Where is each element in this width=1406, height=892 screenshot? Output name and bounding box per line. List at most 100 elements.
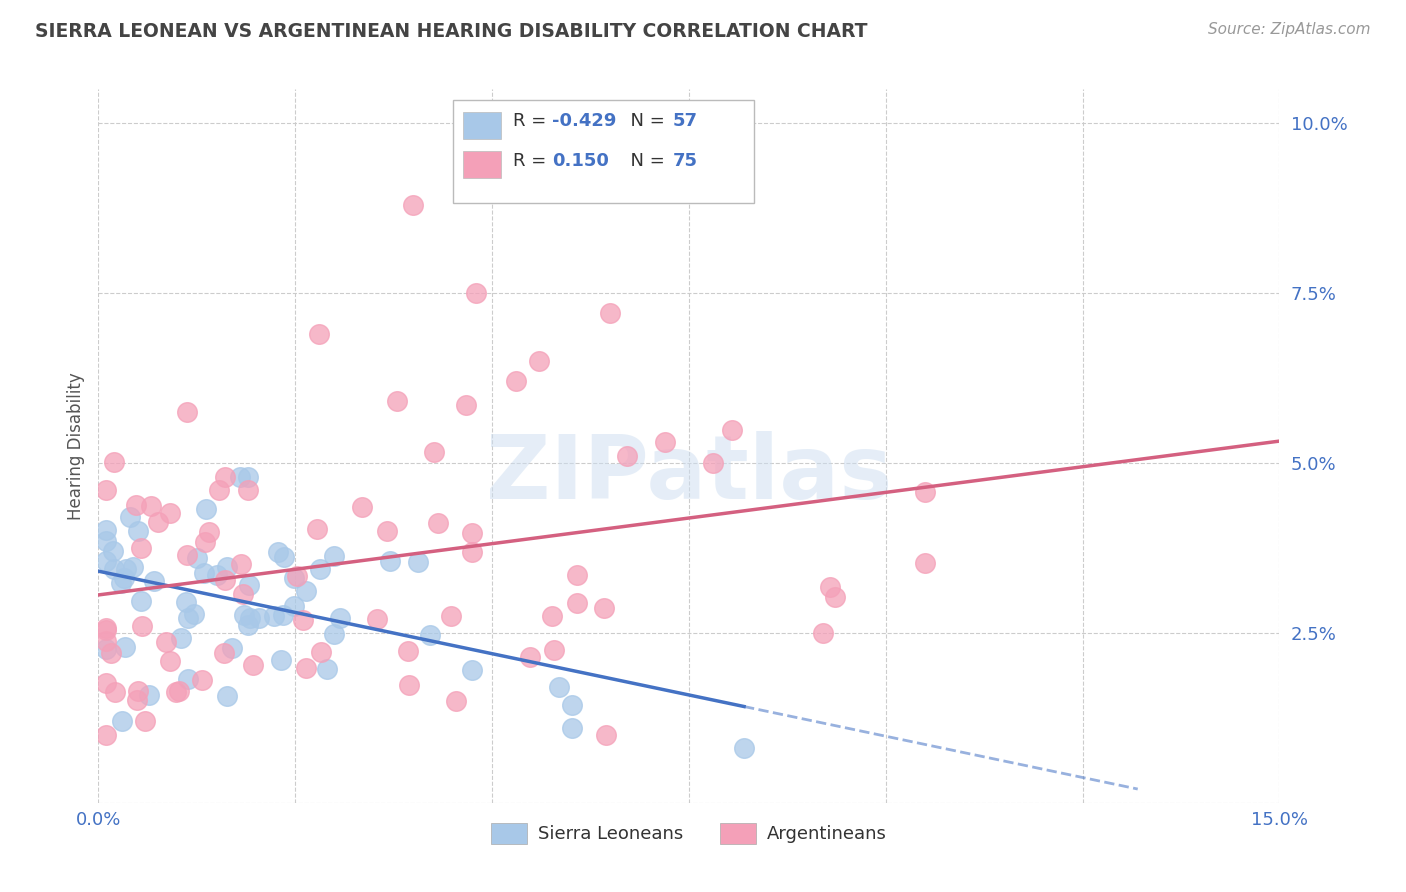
Point bbox=[96, 728, 118, 742]
Point bbox=[174, 595, 197, 609]
Point bbox=[461, 545, 484, 559]
Point bbox=[139, 499, 162, 513]
Point bbox=[461, 525, 484, 540]
Point bbox=[426, 516, 449, 530]
Point bbox=[96, 621, 118, 635]
Point bbox=[375, 524, 398, 538]
Point bbox=[96, 554, 118, 568]
Point bbox=[307, 522, 329, 536]
Point bbox=[236, 469, 259, 483]
Point bbox=[914, 485, 936, 500]
Text: N =: N = bbox=[619, 112, 671, 130]
Point bbox=[96, 523, 118, 537]
Point bbox=[131, 619, 153, 633]
Point bbox=[292, 613, 315, 627]
Point bbox=[315, 662, 337, 676]
Point bbox=[96, 634, 118, 648]
Point bbox=[96, 483, 118, 497]
Point bbox=[169, 632, 191, 646]
Point bbox=[561, 721, 583, 735]
Point bbox=[176, 405, 198, 419]
Point bbox=[239, 611, 262, 625]
Point bbox=[548, 680, 571, 694]
Point bbox=[283, 599, 305, 614]
Point bbox=[96, 642, 118, 657]
Point bbox=[208, 483, 231, 497]
Point bbox=[914, 556, 936, 570]
Point bbox=[110, 575, 132, 590]
Point bbox=[159, 506, 181, 520]
Point bbox=[212, 647, 235, 661]
Point bbox=[111, 714, 134, 729]
Text: -0.429: -0.429 bbox=[553, 112, 616, 130]
Point bbox=[128, 684, 150, 698]
Point bbox=[207, 568, 229, 582]
Point bbox=[733, 741, 755, 756]
Point bbox=[565, 568, 588, 582]
Point bbox=[198, 524, 221, 539]
Point bbox=[176, 548, 198, 562]
Text: SIERRA LEONEAN VS ARGENTINEAN HEARING DISABILITY CORRELATION CHART: SIERRA LEONEAN VS ARGENTINEAN HEARING DI… bbox=[35, 22, 868, 41]
Point bbox=[159, 654, 181, 668]
Point bbox=[423, 445, 446, 459]
Point bbox=[366, 611, 388, 625]
Point bbox=[350, 500, 373, 514]
Point bbox=[309, 561, 332, 575]
Point bbox=[148, 515, 170, 529]
Point bbox=[505, 375, 527, 389]
Point bbox=[193, 566, 215, 581]
Point bbox=[238, 578, 260, 592]
Point bbox=[271, 608, 294, 623]
Point bbox=[215, 560, 238, 574]
Y-axis label: Hearing Disability: Hearing Disability bbox=[66, 372, 84, 520]
Point bbox=[396, 643, 419, 657]
Point bbox=[308, 326, 330, 341]
Point bbox=[721, 424, 744, 438]
Point bbox=[229, 469, 252, 483]
Point bbox=[402, 198, 425, 212]
Point bbox=[811, 626, 834, 640]
Point bbox=[295, 661, 318, 675]
Point bbox=[444, 694, 467, 708]
Point bbox=[385, 393, 408, 408]
Point bbox=[214, 470, 236, 484]
Point bbox=[439, 609, 461, 624]
Point bbox=[169, 683, 191, 698]
Point bbox=[406, 556, 429, 570]
Point bbox=[221, 641, 243, 656]
Point bbox=[96, 623, 118, 637]
Point bbox=[283, 571, 305, 585]
Point bbox=[285, 569, 308, 583]
Text: ZIPatlas: ZIPatlas bbox=[486, 431, 891, 518]
Point bbox=[460, 663, 482, 677]
Point bbox=[125, 692, 148, 706]
Point bbox=[100, 646, 122, 660]
Point bbox=[186, 550, 208, 565]
Point bbox=[456, 398, 478, 412]
Point bbox=[616, 449, 638, 463]
Point bbox=[215, 689, 238, 703]
Point bbox=[104, 685, 127, 699]
Point bbox=[529, 354, 551, 368]
Point bbox=[165, 685, 187, 699]
Text: R =: R = bbox=[513, 112, 553, 130]
Point bbox=[214, 574, 236, 588]
Point bbox=[236, 483, 259, 497]
Point bbox=[114, 571, 136, 585]
Point bbox=[322, 627, 344, 641]
Point bbox=[465, 286, 488, 301]
Point bbox=[323, 549, 346, 564]
Point bbox=[183, 607, 205, 621]
Point bbox=[232, 587, 254, 601]
Point bbox=[115, 562, 138, 576]
Point bbox=[263, 608, 285, 623]
FancyBboxPatch shape bbox=[453, 100, 754, 203]
Point bbox=[129, 594, 152, 608]
Point bbox=[398, 678, 420, 692]
Text: N =: N = bbox=[619, 152, 671, 169]
Point bbox=[419, 628, 441, 642]
Point bbox=[540, 608, 562, 623]
Point bbox=[818, 580, 841, 594]
Point bbox=[155, 635, 177, 649]
Point bbox=[233, 607, 256, 622]
